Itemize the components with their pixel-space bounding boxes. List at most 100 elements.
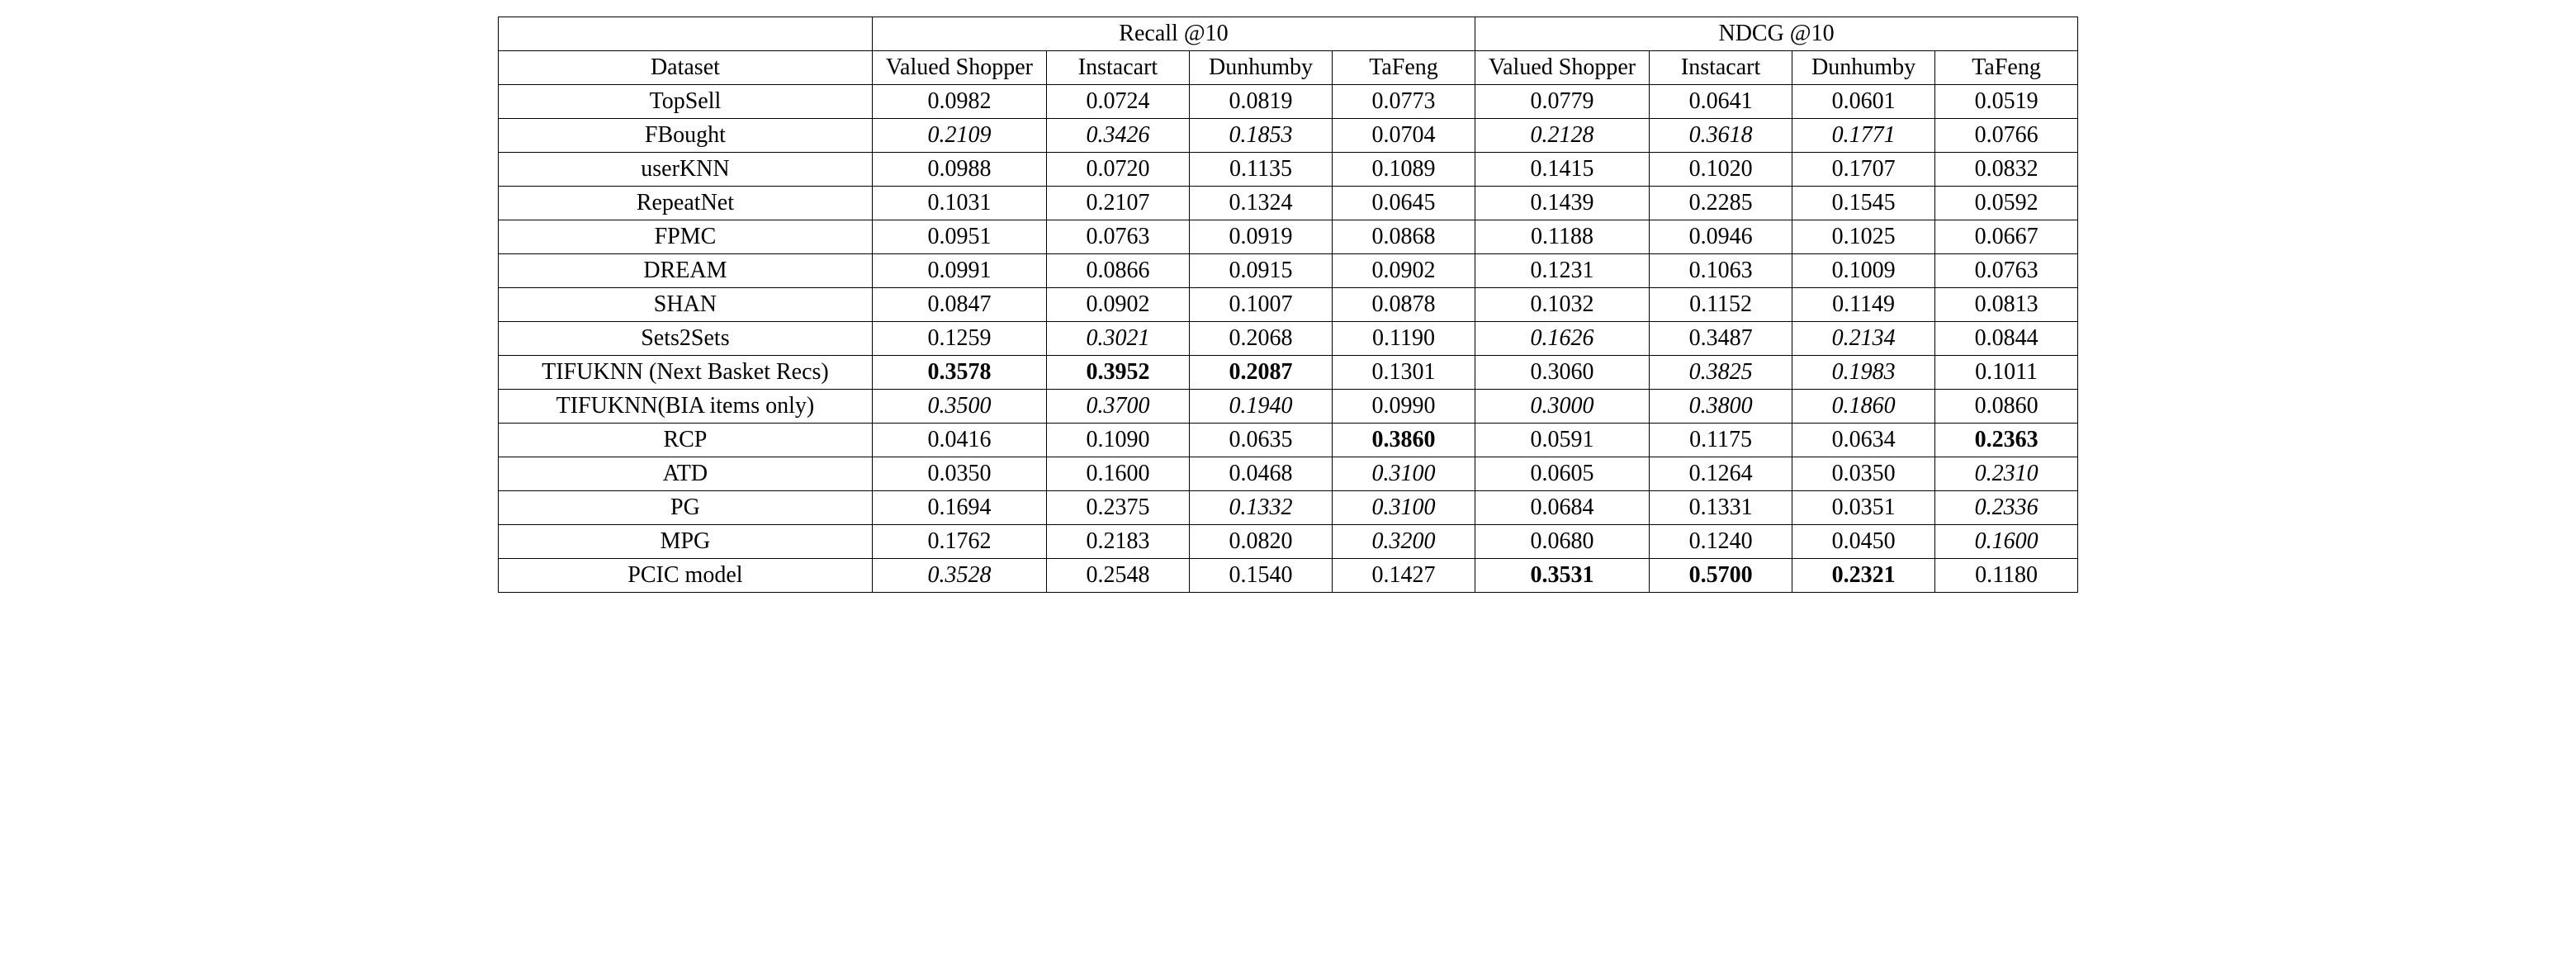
cell-value: 0.0951 (872, 220, 1046, 254)
cell-value: 0.0645 (1333, 187, 1475, 220)
cell-value: 0.0919 (1190, 220, 1333, 254)
cell-value: 0.0946 (1650, 220, 1792, 254)
cell-value: 0.3825 (1650, 356, 1792, 390)
cell-value: 0.0667 (1935, 220, 2078, 254)
table-body: TopSell0.09820.07240.08190.07730.07790.0… (498, 85, 2077, 593)
cell-value: 0.1626 (1475, 322, 1650, 356)
cell-value: 0.1940 (1190, 390, 1333, 424)
cell-value: 0.1860 (1792, 390, 1935, 424)
cell-value: 0.3200 (1333, 525, 1475, 559)
row-label: ATD (498, 457, 872, 491)
cell-value: 0.1762 (872, 525, 1046, 559)
cell-value: 0.3100 (1333, 491, 1475, 525)
cell-value: 0.0832 (1935, 153, 2078, 187)
row-label: RepeatNet (498, 187, 872, 220)
cell-value: 0.0915 (1190, 254, 1333, 288)
cell-value: 0.0724 (1047, 85, 1190, 119)
cell-value: 0.0844 (1935, 322, 2078, 356)
cell-value: 0.3860 (1333, 424, 1475, 457)
cell-value: 0.0635 (1190, 424, 1333, 457)
cell-value: 0.0991 (872, 254, 1046, 288)
cell-value: 0.1031 (872, 187, 1046, 220)
cell-value: 0.1020 (1650, 153, 1792, 187)
header-group-recall: Recall @10 (872, 17, 1475, 51)
table-row: FBought0.21090.34260.18530.07040.21280.3… (498, 119, 2077, 153)
cell-value: 0.3021 (1047, 322, 1190, 356)
col-header: Valued Shopper (872, 51, 1046, 85)
cell-value: 0.0763 (1047, 220, 1190, 254)
cell-value: 0.1231 (1475, 254, 1650, 288)
cell-value: 0.1324 (1190, 187, 1333, 220)
cell-value: 0.3578 (872, 356, 1046, 390)
cell-value: 0.1331 (1650, 491, 1792, 525)
header-row-columns: Dataset Valued Shopper Instacart Dunhumb… (498, 51, 2077, 85)
cell-value: 0.1983 (1792, 356, 1935, 390)
cell-value: 0.1694 (872, 491, 1046, 525)
cell-value: 0.3100 (1333, 457, 1475, 491)
cell-value: 0.1707 (1792, 153, 1935, 187)
table-row: TIFUKNN (Next Basket Recs)0.35780.39520.… (498, 356, 2077, 390)
cell-value: 0.3528 (872, 559, 1046, 593)
table-row: TopSell0.09820.07240.08190.07730.07790.0… (498, 85, 2077, 119)
cell-value: 0.1259 (872, 322, 1046, 356)
cell-value: 0.2310 (1935, 457, 2078, 491)
cell-value: 0.3952 (1047, 356, 1190, 390)
cell-value: 0.3426 (1047, 119, 1190, 153)
cell-value: 0.0450 (1792, 525, 1935, 559)
header-blank (498, 17, 872, 51)
row-label: FBought (498, 119, 872, 153)
col-header: TaFeng (1333, 51, 1475, 85)
col-header: Dunhumby (1792, 51, 1935, 85)
header-row-groups: Recall @10 NDCG @10 (498, 17, 2077, 51)
cell-value: 0.2107 (1047, 187, 1190, 220)
cell-value: 0.1853 (1190, 119, 1333, 153)
cell-value: 0.0860 (1935, 390, 2078, 424)
table-row: Sets2Sets0.12590.30210.20680.11900.16260… (498, 322, 2077, 356)
cell-value: 0.3531 (1475, 559, 1650, 593)
cell-value: 0.0680 (1475, 525, 1650, 559)
table-row: RCP0.04160.10900.06350.38600.05910.11750… (498, 424, 2077, 457)
row-label: PCIC model (498, 559, 872, 593)
row-label: TIFUKNN (Next Basket Recs) (498, 356, 872, 390)
cell-value: 0.0519 (1935, 85, 2078, 119)
cell-value: 0.1089 (1333, 153, 1475, 187)
table-row: FPMC0.09510.07630.09190.08680.11880.0946… (498, 220, 2077, 254)
col-header: Valued Shopper (1475, 51, 1650, 85)
cell-value: 0.1264 (1650, 457, 1792, 491)
cell-value: 0.0591 (1475, 424, 1650, 457)
cell-value: 0.0982 (872, 85, 1046, 119)
col-header: TaFeng (1935, 51, 2078, 85)
cell-value: 0.0813 (1935, 288, 2078, 322)
cell-value: 0.1545 (1792, 187, 1935, 220)
cell-value: 0.0866 (1047, 254, 1190, 288)
cell-value: 0.1188 (1475, 220, 1650, 254)
table-row: DREAM0.09910.08660.09150.09020.12310.106… (498, 254, 2077, 288)
cell-value: 0.1771 (1792, 119, 1935, 153)
results-table: Recall @10 NDCG @10 Dataset Valued Shopp… (498, 17, 2078, 593)
cell-value: 0.2087 (1190, 356, 1333, 390)
cell-value: 0.3060 (1475, 356, 1650, 390)
col-header: Instacart (1047, 51, 1190, 85)
header-group-ndcg: NDCG @10 (1475, 17, 2078, 51)
row-label: Sets2Sets (498, 322, 872, 356)
row-label: userKNN (498, 153, 872, 187)
cell-value: 0.1009 (1792, 254, 1935, 288)
cell-value: 0.1427 (1333, 559, 1475, 593)
cell-value: 0.0819 (1190, 85, 1333, 119)
cell-value: 0.0878 (1333, 288, 1475, 322)
cell-value: 0.3487 (1650, 322, 1792, 356)
row-label: TIFUKNN(BIA items only) (498, 390, 872, 424)
cell-value: 0.1149 (1792, 288, 1935, 322)
cell-value: 0.1135 (1190, 153, 1333, 187)
row-label: TopSell (498, 85, 872, 119)
table-row: SHAN0.08470.09020.10070.08780.10320.1152… (498, 288, 2077, 322)
cell-value: 0.2109 (872, 119, 1046, 153)
cell-value: 0.1063 (1650, 254, 1792, 288)
table-row: PG0.16940.23750.13320.31000.06840.13310.… (498, 491, 2077, 525)
cell-value: 0.0720 (1047, 153, 1190, 187)
cell-value: 0.0779 (1475, 85, 1650, 119)
cell-value: 0.1090 (1047, 424, 1190, 457)
cell-value: 0.0634 (1792, 424, 1935, 457)
cell-value: 0.1415 (1475, 153, 1650, 187)
cell-value: 0.0350 (1792, 457, 1935, 491)
